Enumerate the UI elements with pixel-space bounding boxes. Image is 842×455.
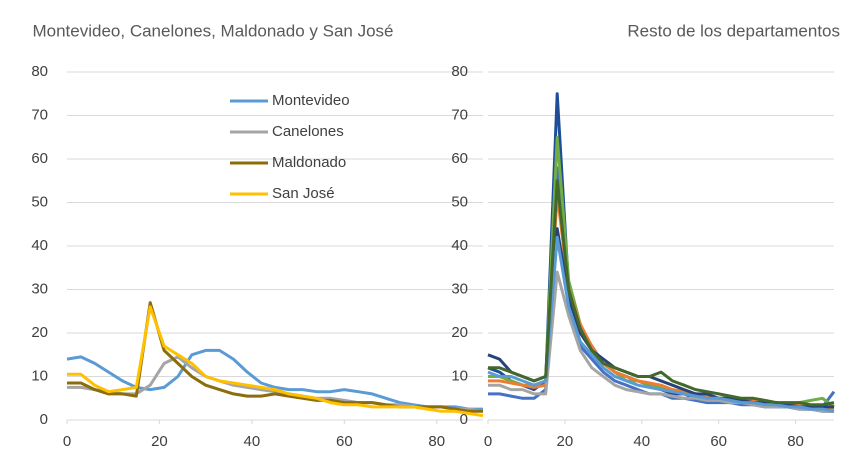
y-tick-label: 60 — [451, 150, 468, 167]
y-tick-label: 70 — [31, 106, 48, 123]
data-line — [488, 135, 835, 409]
y-tick-label: 50 — [31, 193, 48, 210]
y-tick-label: 0 — [460, 411, 468, 428]
y-tick-label: 80 — [451, 63, 468, 80]
data-line — [488, 270, 834, 413]
data-line — [66, 348, 483, 411]
legend-label: Montevideo — [272, 92, 350, 109]
legend-label: Canelones — [272, 123, 344, 140]
chart-title: Montevideo, Canelones, Maldonado y San J… — [32, 21, 393, 40]
chart-title: Resto de los departamentos — [627, 21, 840, 40]
x-tick-label: 40 — [633, 433, 650, 450]
y-tick-label: 20 — [31, 324, 48, 341]
y-tick-label: 10 — [31, 367, 48, 384]
y-tick-label: 80 — [31, 63, 48, 80]
y-tick-label: 30 — [31, 280, 48, 297]
y-tick-label: 40 — [31, 237, 48, 254]
x-tick-label: 60 — [710, 433, 727, 450]
x-tick-label: 0 — [484, 433, 492, 450]
data-line — [67, 301, 483, 413]
data-line — [487, 92, 834, 413]
y-tick-label: 60 — [31, 150, 48, 167]
x-tick-label: 80 — [428, 433, 445, 450]
x-tick-label: 0 — [63, 433, 71, 450]
y-tick-label: 20 — [451, 324, 468, 341]
y-tick-label: 40 — [451, 237, 468, 254]
y-tick-label: 30 — [451, 280, 468, 297]
x-tick-label: 40 — [244, 433, 261, 450]
legend-label: San José — [272, 185, 335, 202]
x-tick-label: 80 — [787, 433, 804, 450]
x-tick-label: 20 — [151, 433, 168, 450]
data-line — [487, 235, 835, 413]
data-line — [67, 305, 484, 418]
y-tick-label: 70 — [451, 106, 468, 123]
x-tick-label: 20 — [557, 433, 574, 450]
data-line — [488, 179, 835, 407]
legend-label: Maldonado — [272, 154, 346, 171]
y-tick-label: 0 — [40, 411, 48, 428]
y-tick-label: 10 — [451, 367, 468, 384]
x-tick-label: 60 — [336, 433, 353, 450]
y-tick-label: 50 — [451, 193, 468, 210]
